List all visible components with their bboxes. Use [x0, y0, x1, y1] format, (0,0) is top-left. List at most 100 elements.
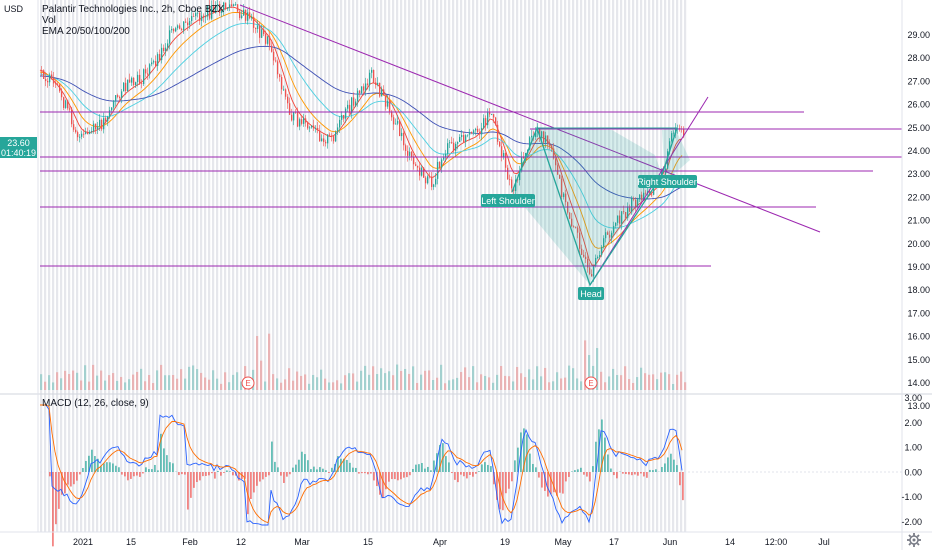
macd-histogram-bar — [214, 472, 216, 479]
candle-body — [339, 120, 340, 128]
macd-histogram-bar — [352, 468, 354, 472]
macd-histogram-bar — [298, 460, 300, 472]
candle-body — [309, 127, 310, 128]
candle-body — [63, 97, 64, 108]
macd-histogram-bar — [412, 469, 414, 472]
candle-body — [121, 91, 122, 98]
candle-body — [351, 97, 352, 113]
earnings-marker[interactable]: E — [242, 377, 254, 389]
macd-axis[interactable]: 3.002.001.000.00-1.00-2.00 — [901, 393, 922, 527]
volume-label[interactable]: Vol — [42, 15, 224, 26]
candle-body — [145, 69, 146, 73]
volume-bar — [504, 376, 506, 390]
volume-bar — [164, 375, 166, 390]
macd-histogram-bar — [652, 470, 654, 472]
macd-histogram-bar — [667, 457, 669, 472]
volume-bar — [232, 375, 234, 390]
candle-body — [415, 164, 416, 165]
macd-histogram-bar — [610, 469, 612, 472]
macd-histogram-bar — [562, 472, 564, 494]
price-tick-label: 19.00 — [907, 262, 930, 272]
volume-bar — [48, 375, 50, 390]
gear-icon[interactable] — [906, 532, 922, 548]
volume-bar — [228, 382, 230, 390]
volume-bar — [448, 380, 450, 390]
price-axis[interactable]: 29.0028.0027.0026.0025.0024.0023.0022.00… — [907, 30, 930, 411]
candle-body — [343, 115, 344, 119]
candle-body — [489, 113, 490, 115]
volume-bar — [100, 371, 102, 390]
macd-histogram-bar — [505, 472, 507, 493]
candle-body — [497, 125, 498, 142]
volume-bar — [600, 372, 602, 390]
candle-body — [425, 178, 426, 184]
volume-bar — [156, 370, 158, 390]
volume-bar — [52, 382, 54, 390]
candle-body — [271, 46, 272, 52]
candle-body — [495, 118, 496, 125]
candle-body — [115, 95, 116, 100]
symbol-title[interactable]: Palantir Technologies Inc., 2h, Cboe BZX — [42, 4, 224, 15]
candle-body — [501, 146, 502, 157]
candle-body — [511, 180, 512, 189]
candle-body — [451, 142, 452, 143]
candle-body — [41, 70, 42, 71]
candle-body — [313, 125, 314, 128]
macd-histogram-bar — [94, 456, 96, 472]
candle-body — [307, 123, 308, 129]
candle-body — [355, 102, 356, 106]
candle-body — [509, 179, 510, 180]
macd-histogram-bar — [451, 472, 453, 473]
candle-body — [301, 119, 302, 124]
time-tick-label: 15 — [363, 537, 373, 547]
head-tag[interactable]: Head — [578, 287, 604, 300]
macd-histogram-bar — [646, 472, 648, 478]
left-shoulder-tag[interactable]: Left Shoulder — [481, 194, 535, 207]
volume-bar — [328, 382, 330, 390]
macd-histogram-bar — [133, 472, 135, 476]
volume-bar — [236, 372, 238, 390]
candle-body — [473, 130, 474, 133]
time-tick-label: Apr — [433, 537, 447, 547]
macd-histogram-bar — [415, 465, 417, 472]
volume-bar — [120, 377, 122, 390]
volume-bar — [408, 374, 410, 390]
macd-histogram-bar — [325, 470, 327, 472]
macd-histogram-bar — [661, 467, 663, 472]
candle-body — [65, 100, 66, 108]
candle-body — [97, 126, 98, 129]
candle-body — [99, 120, 100, 126]
macd-histogram-bar — [316, 469, 318, 472]
candle-body — [435, 179, 436, 185]
right-shoulder-tag[interactable]: Right Shoulder — [637, 175, 697, 188]
time-tick-label: Feb — [182, 537, 198, 547]
macd-histogram-bar — [328, 472, 330, 473]
earnings-marker[interactable]: E — [585, 377, 597, 389]
volume-bar — [68, 374, 70, 390]
macd-histogram-bar — [574, 470, 576, 472]
candle-body — [105, 118, 106, 121]
macd-histogram-bar — [673, 460, 675, 472]
volume-bar — [404, 369, 406, 390]
volume-bar — [564, 378, 566, 390]
volume-bar — [616, 375, 618, 390]
macd-histogram-bar — [103, 463, 105, 472]
volume-bar — [268, 334, 270, 390]
candle-body — [303, 118, 304, 123]
macd-histogram-bar — [196, 472, 198, 482]
macd-label[interactable]: MACD (12, 26, close, 9) — [42, 398, 149, 409]
time-tick-label: Mar — [294, 537, 310, 547]
ema-label[interactable]: EMA 20/50/100/200 — [42, 26, 224, 37]
macd-histogram-bar — [487, 465, 489, 472]
macd-histogram-bar — [253, 472, 255, 492]
macd-histogram-bar — [577, 469, 579, 472]
candle-body — [485, 118, 486, 125]
macd-histogram-bar — [70, 472, 72, 487]
candle-body — [375, 82, 376, 84]
volume-bar — [184, 379, 186, 390]
volume-bar — [660, 373, 662, 390]
price-tick-label: 18.00 — [907, 285, 930, 295]
volume-bar — [92, 365, 94, 390]
